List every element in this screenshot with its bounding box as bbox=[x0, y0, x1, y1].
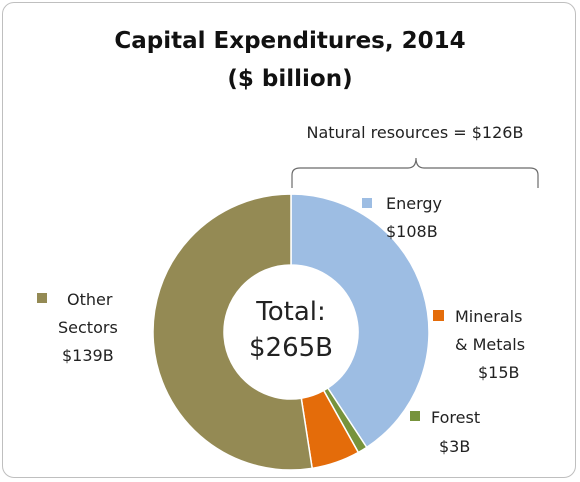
other-legend-swatch bbox=[37, 293, 47, 303]
chart-subtitle: ($ billion) bbox=[227, 66, 353, 92]
center-label-line2: $265B bbox=[249, 333, 333, 363]
energy-value-label: $108B bbox=[386, 222, 438, 241]
other-label-line2: Sectors bbox=[58, 318, 118, 337]
other-label-line1: Other bbox=[67, 290, 113, 309]
bracket-label: Natural resources = $126B bbox=[307, 123, 524, 142]
slice-energy bbox=[290, 193, 430, 449]
other-value-label: $139B bbox=[62, 346, 114, 365]
minerals-value-label: $15B bbox=[478, 363, 520, 382]
forest-value-label: $3B bbox=[439, 437, 470, 456]
minerals-label-line2: & Metals bbox=[455, 335, 525, 354]
minerals-label-line1: Minerals bbox=[455, 307, 522, 326]
slice-other-sectors bbox=[152, 193, 314, 471]
energy-legend-swatch bbox=[362, 198, 372, 208]
energy-label: Energy bbox=[386, 194, 442, 213]
chart-title: Capital Expenditures, 2014 bbox=[114, 28, 466, 54]
forest-label: Forest bbox=[431, 408, 480, 427]
donut-slices bbox=[152, 193, 430, 471]
minerals-legend-swatch bbox=[433, 310, 444, 321]
forest-legend-swatch bbox=[410, 411, 420, 421]
natural-resources-bracket bbox=[291, 157, 539, 188]
center-label-line1: Total: bbox=[255, 297, 325, 327]
